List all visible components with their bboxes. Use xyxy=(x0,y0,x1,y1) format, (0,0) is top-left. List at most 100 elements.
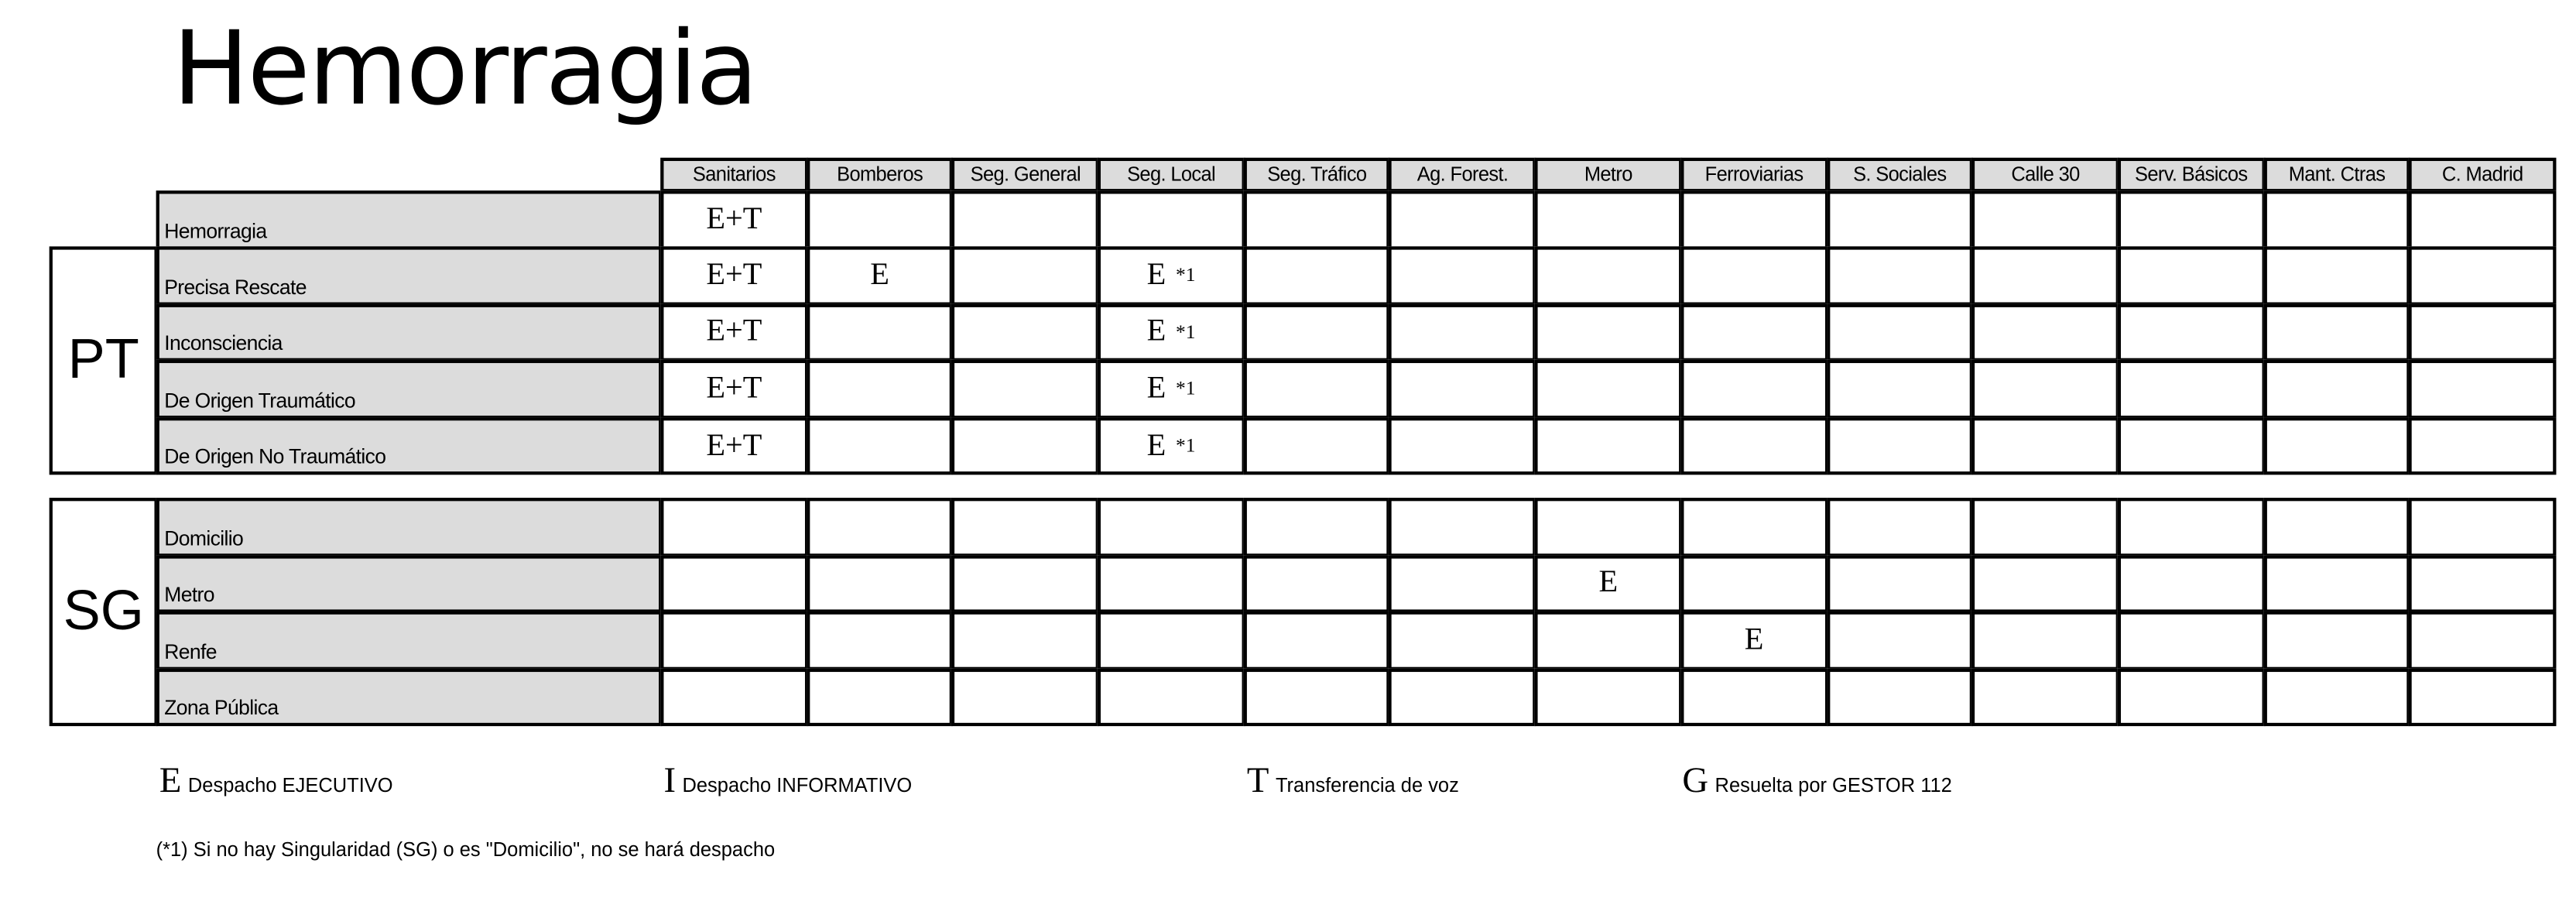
table-cell xyxy=(2263,611,2411,670)
table-cell xyxy=(1097,611,1245,670)
table-cell xyxy=(1534,190,1682,249)
table-cell xyxy=(1826,611,1974,670)
table-cell xyxy=(2263,498,2411,557)
table-cell xyxy=(1971,246,2119,305)
table-cell: E+T xyxy=(660,190,808,249)
table-cell xyxy=(806,303,954,362)
table-cell: E xyxy=(806,246,954,305)
cell-value: E xyxy=(1146,428,1166,463)
table-cell xyxy=(1534,668,1682,727)
table-cell xyxy=(806,498,954,557)
table-cell xyxy=(1389,668,1536,727)
table-cell xyxy=(1243,668,1391,727)
table-cell xyxy=(1826,416,1974,476)
table-cell xyxy=(1971,190,2119,249)
table-cell xyxy=(2263,416,2411,476)
footnote-mark: *1 xyxy=(1176,320,1196,344)
legend-item-t: T Transferencia de voz xyxy=(1247,759,1459,802)
table-cell xyxy=(2409,360,2557,419)
table-cell xyxy=(1971,416,2119,476)
table-cell xyxy=(1826,190,1974,249)
table-cell xyxy=(2263,246,2411,305)
legend-key: I xyxy=(663,759,677,800)
table-cell xyxy=(2263,668,2411,727)
table-cell xyxy=(1534,498,1682,557)
table-cell xyxy=(1971,554,2119,614)
table-cell xyxy=(1680,303,1828,362)
table-cell xyxy=(660,668,808,727)
group-label-sg: SG xyxy=(49,498,158,727)
column-header: S. Sociales xyxy=(1826,157,1974,193)
table-cell xyxy=(2117,303,2265,362)
table-cell: E xyxy=(1680,611,1828,670)
table-cell xyxy=(1826,360,1974,419)
table-cell: E *1 xyxy=(1097,416,1245,476)
table-cell xyxy=(951,303,1100,362)
row-label: Renfe xyxy=(156,611,663,670)
table-cell xyxy=(2117,554,2265,614)
table-cell xyxy=(806,360,954,419)
table-cell: E *1 xyxy=(1097,303,1245,362)
table-cell xyxy=(1243,416,1391,476)
table-cell xyxy=(1680,554,1828,614)
table-cell xyxy=(951,360,1100,419)
table-cell xyxy=(951,416,1100,476)
table-cell xyxy=(2117,190,2265,249)
column-header: Ag. Forest. xyxy=(1389,157,1536,193)
table-cell xyxy=(951,611,1100,670)
table-cell xyxy=(1534,246,1682,305)
cell-value: E xyxy=(870,257,889,293)
table-cell xyxy=(2117,360,2265,419)
table-cell xyxy=(1680,668,1828,727)
row-label: Precisa Rescate xyxy=(156,246,663,305)
column-header: Mant. Ctras xyxy=(2263,157,2411,193)
table-cell xyxy=(951,246,1100,305)
table-cell: E xyxy=(1534,554,1682,614)
footnote-mark: *1 xyxy=(1176,377,1196,400)
legend-text: Resuelta por GESTOR 112 xyxy=(1714,773,1952,797)
page-title: Hemorragia xyxy=(172,8,759,128)
table-cell xyxy=(951,498,1100,557)
legend-key: G xyxy=(1682,759,1709,800)
table-cell xyxy=(951,668,1100,727)
table-cell xyxy=(2409,303,2557,362)
row-label: Hemorragia xyxy=(156,190,663,249)
table-cell xyxy=(1097,668,1245,727)
table-cell xyxy=(2263,303,2411,362)
table-cell xyxy=(1534,611,1682,670)
footnote-mark: *1 xyxy=(1176,433,1196,457)
table-cell xyxy=(1680,246,1828,305)
table-cell: E *1 xyxy=(1097,246,1245,305)
column-header: Sanitarios xyxy=(660,157,808,193)
table-cell xyxy=(951,190,1100,249)
table-cell xyxy=(2409,416,2557,476)
cell-value: E xyxy=(1146,371,1166,406)
table-cell xyxy=(1971,668,2119,727)
table-cell xyxy=(1826,668,1974,727)
group-label-pt: PT xyxy=(49,246,158,476)
table-cell xyxy=(2263,360,2411,419)
table-cell xyxy=(2117,498,2265,557)
row-label: Metro xyxy=(156,554,663,614)
legend-key: E xyxy=(159,759,182,800)
table-cell xyxy=(1243,246,1391,305)
table-cell xyxy=(1389,190,1536,249)
table-cell xyxy=(1971,360,2119,419)
row-label: De Origen Traumático xyxy=(156,360,663,419)
table-cell xyxy=(1243,360,1391,419)
table-cell xyxy=(1826,554,1974,614)
cell-value: E xyxy=(1744,622,1764,657)
cell-value: E xyxy=(1598,565,1619,601)
table-cell xyxy=(1389,246,1536,305)
table-cell: E+T xyxy=(660,360,808,419)
table-cell xyxy=(1971,498,2119,557)
table-cell xyxy=(2117,611,2265,670)
legend-text: Transferencia de voz xyxy=(1275,773,1459,797)
table-cell xyxy=(1680,498,1828,557)
table-cell: E+T xyxy=(660,246,808,305)
footnote-mark: *1 xyxy=(1176,263,1196,286)
table-cell xyxy=(1243,303,1391,362)
footnote: (*1) Si no hay Singularidad (SG) o es "D… xyxy=(156,838,776,862)
table-cell xyxy=(2263,190,2411,249)
